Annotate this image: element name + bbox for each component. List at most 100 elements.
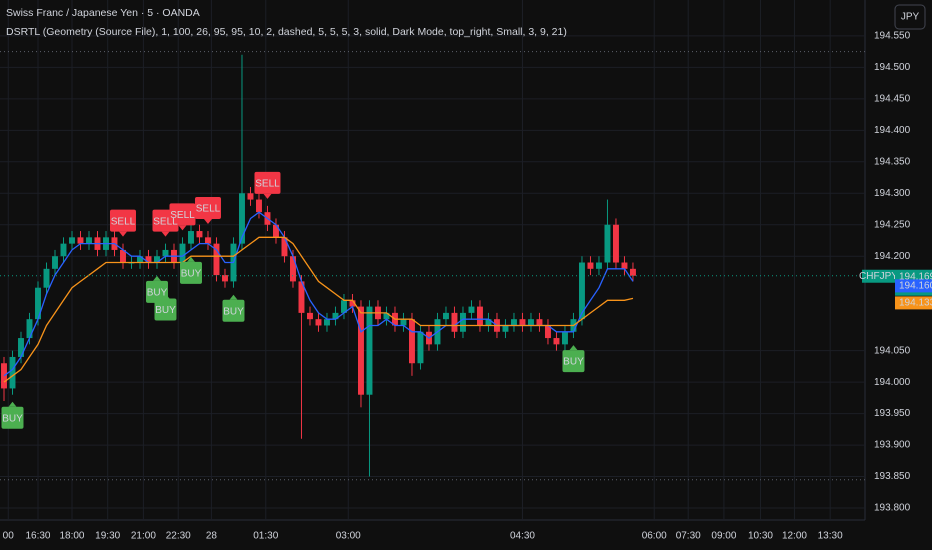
sell-label: SELL [111,216,136,227]
candle-body [120,249,126,263]
candle-body [349,300,356,307]
price-tag [895,279,932,293]
candle-body [273,224,279,238]
candle-body [43,268,50,288]
candle-body [604,224,611,263]
currency-label[interactable]: JPY [901,12,920,23]
y-tick-label: 194.000 [874,377,911,388]
buy-signal [222,299,245,322]
candle-body [162,249,169,257]
candle-body [476,306,483,326]
price-tag [895,296,932,310]
price-tag-label: 194.133 [899,298,932,309]
candle-body [154,256,160,263]
candle-body [332,312,339,320]
sell-pointer [178,225,187,231]
candle-body [86,237,92,244]
candle-body [18,338,24,357]
price-tag-label: 194.169 [899,271,932,282]
buy-label: BUY [223,306,244,317]
buy-signal [179,261,202,284]
y-tick-label: 193.900 [874,440,911,451]
candle-body [315,319,322,326]
x-tick-label: 13:30 [818,531,843,542]
candle-body [485,319,492,326]
y-tick-label: 194.250 [874,219,911,230]
candle-body [205,237,211,244]
sell-signal [194,197,221,220]
sell-label: SELL [170,210,195,221]
candle-body [341,300,347,313]
buy-label: BUY [181,269,202,280]
candle-body [1,363,7,389]
x-tick-label: 16:30 [25,531,50,542]
plot-area [0,0,865,520]
currency-button[interactable] [894,4,926,30]
y-tick-label: 194.400 [874,125,911,136]
candle-body [307,312,313,320]
x-tick-label: 28 [206,531,218,542]
candle-body [52,256,58,269]
candle-body [9,356,16,389]
candle-body [553,338,560,345]
candle-body [77,237,84,244]
x-tick-label: 22:30 [166,531,191,542]
moving-average [3,236,634,383]
x-tick-label: 06:00 [642,531,667,542]
candle-body [290,256,296,282]
candle-body [298,281,305,313]
sell-pointer [203,219,212,225]
candle-body [612,224,619,263]
sell-signal [109,209,136,232]
buy-pointer [8,401,17,407]
sell-signal [169,203,196,226]
sell-pointer [118,231,127,237]
indicator-legend: DSRTL (Geometry (Source File), 1, 100, 2… [6,26,567,38]
sell-pointer [263,193,272,199]
price-tag-label: 194.160 [899,281,932,292]
y-tick-label: 194.550 [874,31,911,42]
candle-body [69,237,75,244]
x-tick-label: 10:30 [748,531,773,542]
buy-pointer [186,256,195,262]
candle-body [358,306,364,395]
candle-body [408,319,415,364]
buy-pointer [152,275,161,281]
x-tick-label: 00 [3,531,15,542]
candle-body [536,319,543,326]
buy-label: BUY [2,413,23,424]
y-tick-label: 194.450 [874,93,911,104]
sell-label: SELL [255,179,280,190]
y-tick-label: 194.050 [874,345,911,356]
buy-label: BUY [155,305,176,316]
x-tick-label: 19:30 [95,531,120,542]
candle-body [451,312,458,332]
sell-pointer [161,231,170,237]
x-tick-label: 04:30 [510,531,535,542]
y-tick-label: 194.300 [874,188,911,199]
sell-label: SELL [153,216,178,227]
candle-body [510,319,517,326]
candle-body [544,325,551,339]
candle-body [247,193,254,200]
buy-pointer [161,293,170,299]
symbol-tag [862,269,895,283]
candle-body [145,256,152,263]
y-tick-label: 193.950 [874,408,911,419]
symbol-label: CHFJPY [859,271,898,282]
candle-body [621,262,628,269]
candle-body [239,193,245,244]
buy-signal [562,350,585,373]
x-tick-label: 07:30 [676,531,701,542]
candle-body [527,319,534,326]
candle-body [26,319,33,339]
candle-body [502,325,509,332]
candle-body [256,199,262,213]
candle-body [400,319,407,326]
candle-body [561,331,568,345]
x-tick-label: 03:00 [336,531,361,542]
sell-signal [254,171,281,194]
buy-pointer [229,294,238,300]
buy-label: BUY [563,357,584,368]
